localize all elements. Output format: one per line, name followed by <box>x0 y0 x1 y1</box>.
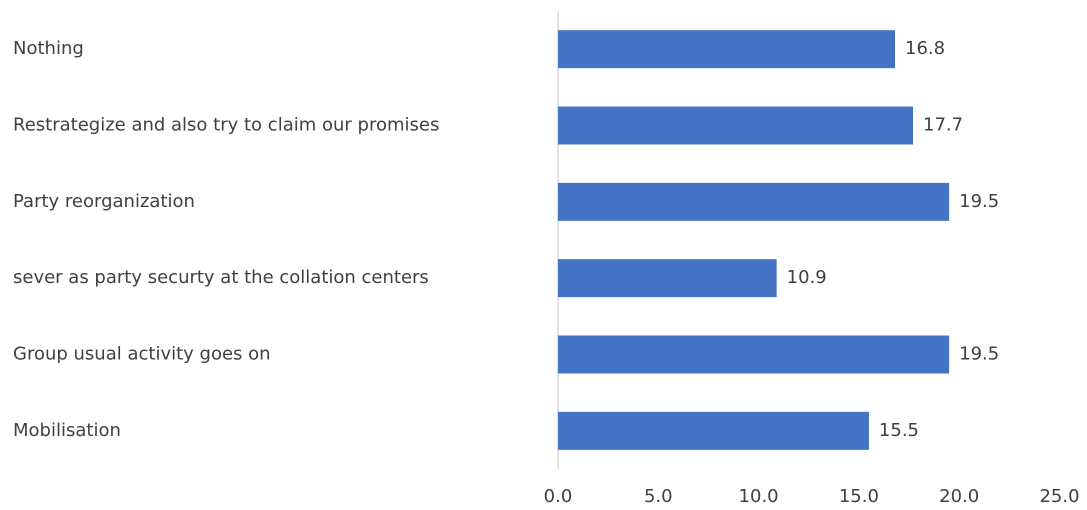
x-tick-label: 20.0 <box>939 486 979 507</box>
data-label: 16.8 <box>905 38 945 59</box>
data-label: 10.9 <box>787 267 827 288</box>
bar <box>558 259 777 298</box>
bar <box>558 335 950 374</box>
y-tick-label: Restrategize and also try to claim our p… <box>13 115 439 136</box>
y-tick-label: Group usual activity goes on <box>13 344 271 365</box>
bar <box>558 30 896 69</box>
y-tick-label: sever as party securty at the collation … <box>13 267 429 288</box>
y-tick-label: Mobilisation <box>13 420 121 441</box>
data-label: 17.7 <box>923 115 963 136</box>
bar <box>558 106 914 145</box>
x-tick-label: 5.0 <box>644 486 673 507</box>
data-label: 19.5 <box>959 191 999 212</box>
x-tick-label: 25.0 <box>1039 486 1079 507</box>
y-tick-label: Nothing <box>13 38 84 59</box>
x-tick-label: 15.0 <box>839 486 879 507</box>
data-label: 19.5 <box>959 344 999 365</box>
x-tick-label: 10.0 <box>739 486 779 507</box>
y-tick-label: Party reorganization <box>13 191 195 212</box>
x-tick-label: 0.0 <box>544 486 573 507</box>
data-label: 15.5 <box>879 420 919 441</box>
bar <box>558 411 869 450</box>
bar <box>558 182 950 221</box>
